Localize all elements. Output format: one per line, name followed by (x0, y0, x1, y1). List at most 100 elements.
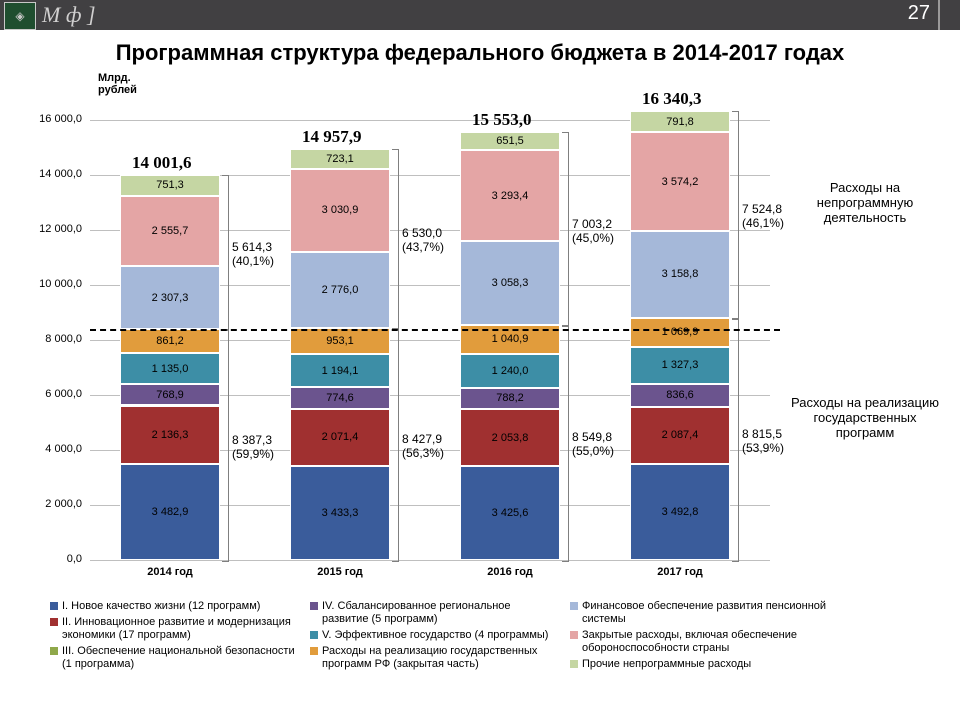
segment-label: 788,2 (496, 392, 524, 404)
bracket-lower-label: 8 815,5(53,9%) (742, 427, 784, 455)
segment-label: 836,6 (666, 389, 694, 401)
logo-glyph: ◈ (5, 3, 35, 29)
legend-item: Финансовое обеспечение развития пенсионн… (570, 600, 830, 626)
segment-label: 791,8 (666, 116, 694, 128)
side-label-lower: Расходы на реализацию государственных пр… (790, 395, 940, 440)
segment-label: 774,6 (326, 392, 354, 404)
x-category-label: 2015 год (290, 566, 390, 578)
legend-label: Финансовое обеспечение развития пенсионн… (582, 600, 830, 626)
legend-item: Расходы на реализацию государственных пр… (310, 645, 560, 671)
split-dashed-line (90, 329, 780, 331)
legend-label: Расходы на реализацию государственных пр… (322, 645, 560, 671)
segment-label: 3 482,9 (152, 506, 189, 518)
legend-column: Финансовое обеспечение развития пенсионн… (570, 600, 830, 674)
legend-item: II. Инновационное развитие и модернизаци… (50, 616, 300, 642)
segment-label: 651,5 (496, 135, 524, 147)
legend-label: V. Эффективное государство (4 программы) (322, 629, 548, 642)
y-tick-label: 8 000,0 (22, 333, 82, 345)
y-tick-label: 6 000,0 (22, 388, 82, 400)
legend-swatch (50, 647, 58, 655)
bar: 3 492,82 087,4■ 1,4836,61 327,31 069,93 … (630, 120, 730, 560)
chart-area: Млрд.рублей 0,02 000,04 000,06 000,08 00… (10, 70, 950, 600)
legend-label: IV. Сбалансированное региональное развит… (322, 600, 560, 626)
legend-label: Закрытые расходы, включая обеспечение об… (582, 629, 830, 655)
segment-label: 2 136,3 (152, 429, 189, 441)
gridline (90, 560, 770, 561)
x-category-label: 2014 год (120, 566, 220, 578)
legend-column: IV. Сбалансированное региональное развит… (310, 600, 560, 674)
y-tick-label: 0,0 (22, 553, 82, 565)
legend-swatch (570, 631, 578, 639)
segment-label: 2 087,4 (662, 429, 699, 441)
segment-label: 3 030,9 (322, 204, 359, 216)
y-tick-label: 16 000,0 (22, 113, 82, 125)
page-number: 27 (908, 2, 930, 25)
legend-item: Закрытые расходы, включая обеспечение об… (570, 629, 830, 655)
legend-swatch (570, 660, 578, 668)
legend-label: III. Обеспечение национальной безопаснос… (62, 645, 300, 671)
bracket-lower-label: 8 549,8(55,0%) (572, 430, 614, 458)
bracket-lower-label: 8 427,9(56,3%) (402, 432, 444, 460)
segment-label: 3 293,4 (492, 190, 529, 202)
legend-item: IV. Сбалансированное региональное развит… (310, 600, 560, 626)
bar-total-label: 14 957,9 (302, 127, 362, 147)
bracket-lower-label: 8 387,3(59,9%) (232, 433, 274, 461)
segment-label: 3 574,2 (662, 176, 699, 188)
segment-label: 3 492,8 (662, 506, 699, 518)
y-tick-label: 12 000,0 (22, 223, 82, 235)
segment-label: 2 555,7 (152, 225, 189, 237)
segment-label: 1 327,3 (662, 359, 699, 371)
y-tick-label: 4 000,0 (22, 443, 82, 455)
bracket-upper-label: 5 614,3(40,1%) (232, 240, 274, 268)
legend-item: V. Эффективное государство (4 программы) (310, 629, 560, 642)
bracket-upper-label: 6 530,0(43,7%) (402, 226, 444, 254)
legend-label: II. Инновационное развитие и модернизаци… (62, 616, 300, 642)
segment-label: 2 307,3 (152, 292, 189, 304)
segment-label: 2 071,4 (322, 431, 359, 443)
segment-label: 953,1 (326, 335, 354, 347)
y-tick-label: 14 000,0 (22, 168, 82, 180)
header-stripe (938, 0, 960, 30)
bracket-lower (732, 318, 739, 562)
segment-label: 2 053,8 (492, 432, 529, 444)
legend-swatch (50, 602, 58, 610)
bracket-upper (222, 175, 229, 331)
segment-label: 723,1 (326, 153, 354, 165)
y-unit-label: Млрд.рублей (98, 72, 137, 96)
legend-column: I. Новое качество жизни (12 программ) II.… (50, 600, 300, 674)
x-category-label: 2016 год (460, 566, 560, 578)
bracket-upper (732, 111, 739, 320)
bar: 3 425,62 053,8■ 1,5788,21 240,01 040,93 … (460, 120, 560, 560)
bracket-upper-label: 7 524,8(46,1%) (742, 202, 784, 230)
segment-label: 3 433,3 (322, 507, 359, 519)
x-category-label: 2017 год (630, 566, 730, 578)
bracket-lower (562, 325, 569, 562)
bar-total-label: 16 340,3 (642, 89, 702, 109)
segment-label: 1 069,9 (662, 326, 699, 338)
legend-label: I. Новое качество жизни (12 программ) (62, 600, 260, 613)
legend-item: I. Новое качество жизни (12 программ) (50, 600, 300, 613)
legend-swatch (570, 602, 578, 610)
logo: ◈ (4, 2, 36, 30)
bracket-upper-label: 7 003,2(45,0%) (572, 217, 614, 245)
legend-swatch (310, 631, 318, 639)
segment-label: 751,3 (156, 179, 184, 191)
segment-label: 768,9 (156, 389, 184, 401)
header-bar: ◈ М ф ] 27 (0, 0, 960, 30)
segment-label: 3 158,8 (662, 268, 699, 280)
legend-item: Прочие непрограммные расходы (570, 658, 830, 671)
legend-label: Прочие непрограммные расходы (582, 658, 751, 671)
bracket-lower (222, 329, 229, 562)
bracket-upper (392, 149, 399, 331)
y-tick-label: 10 000,0 (22, 278, 82, 290)
legend-item: III. Обеспечение национальной безопаснос… (50, 645, 300, 671)
slide-title: Программная структура федерального бюдже… (20, 40, 940, 66)
segment-label: 1 135,0 (152, 363, 189, 375)
bracket-lower (392, 328, 399, 562)
bar-total-label: 14 001,6 (132, 153, 192, 173)
bar-total-label: 15 553,0 (472, 110, 532, 130)
segment-label: 1 194,1 (322, 365, 359, 377)
plot: 0,02 000,04 000,06 000,08 000,010 000,01… (90, 100, 770, 570)
side-label-upper: Расходы на непрограммную деятельность (790, 180, 940, 225)
segment-label: 2 776,0 (322, 284, 359, 296)
